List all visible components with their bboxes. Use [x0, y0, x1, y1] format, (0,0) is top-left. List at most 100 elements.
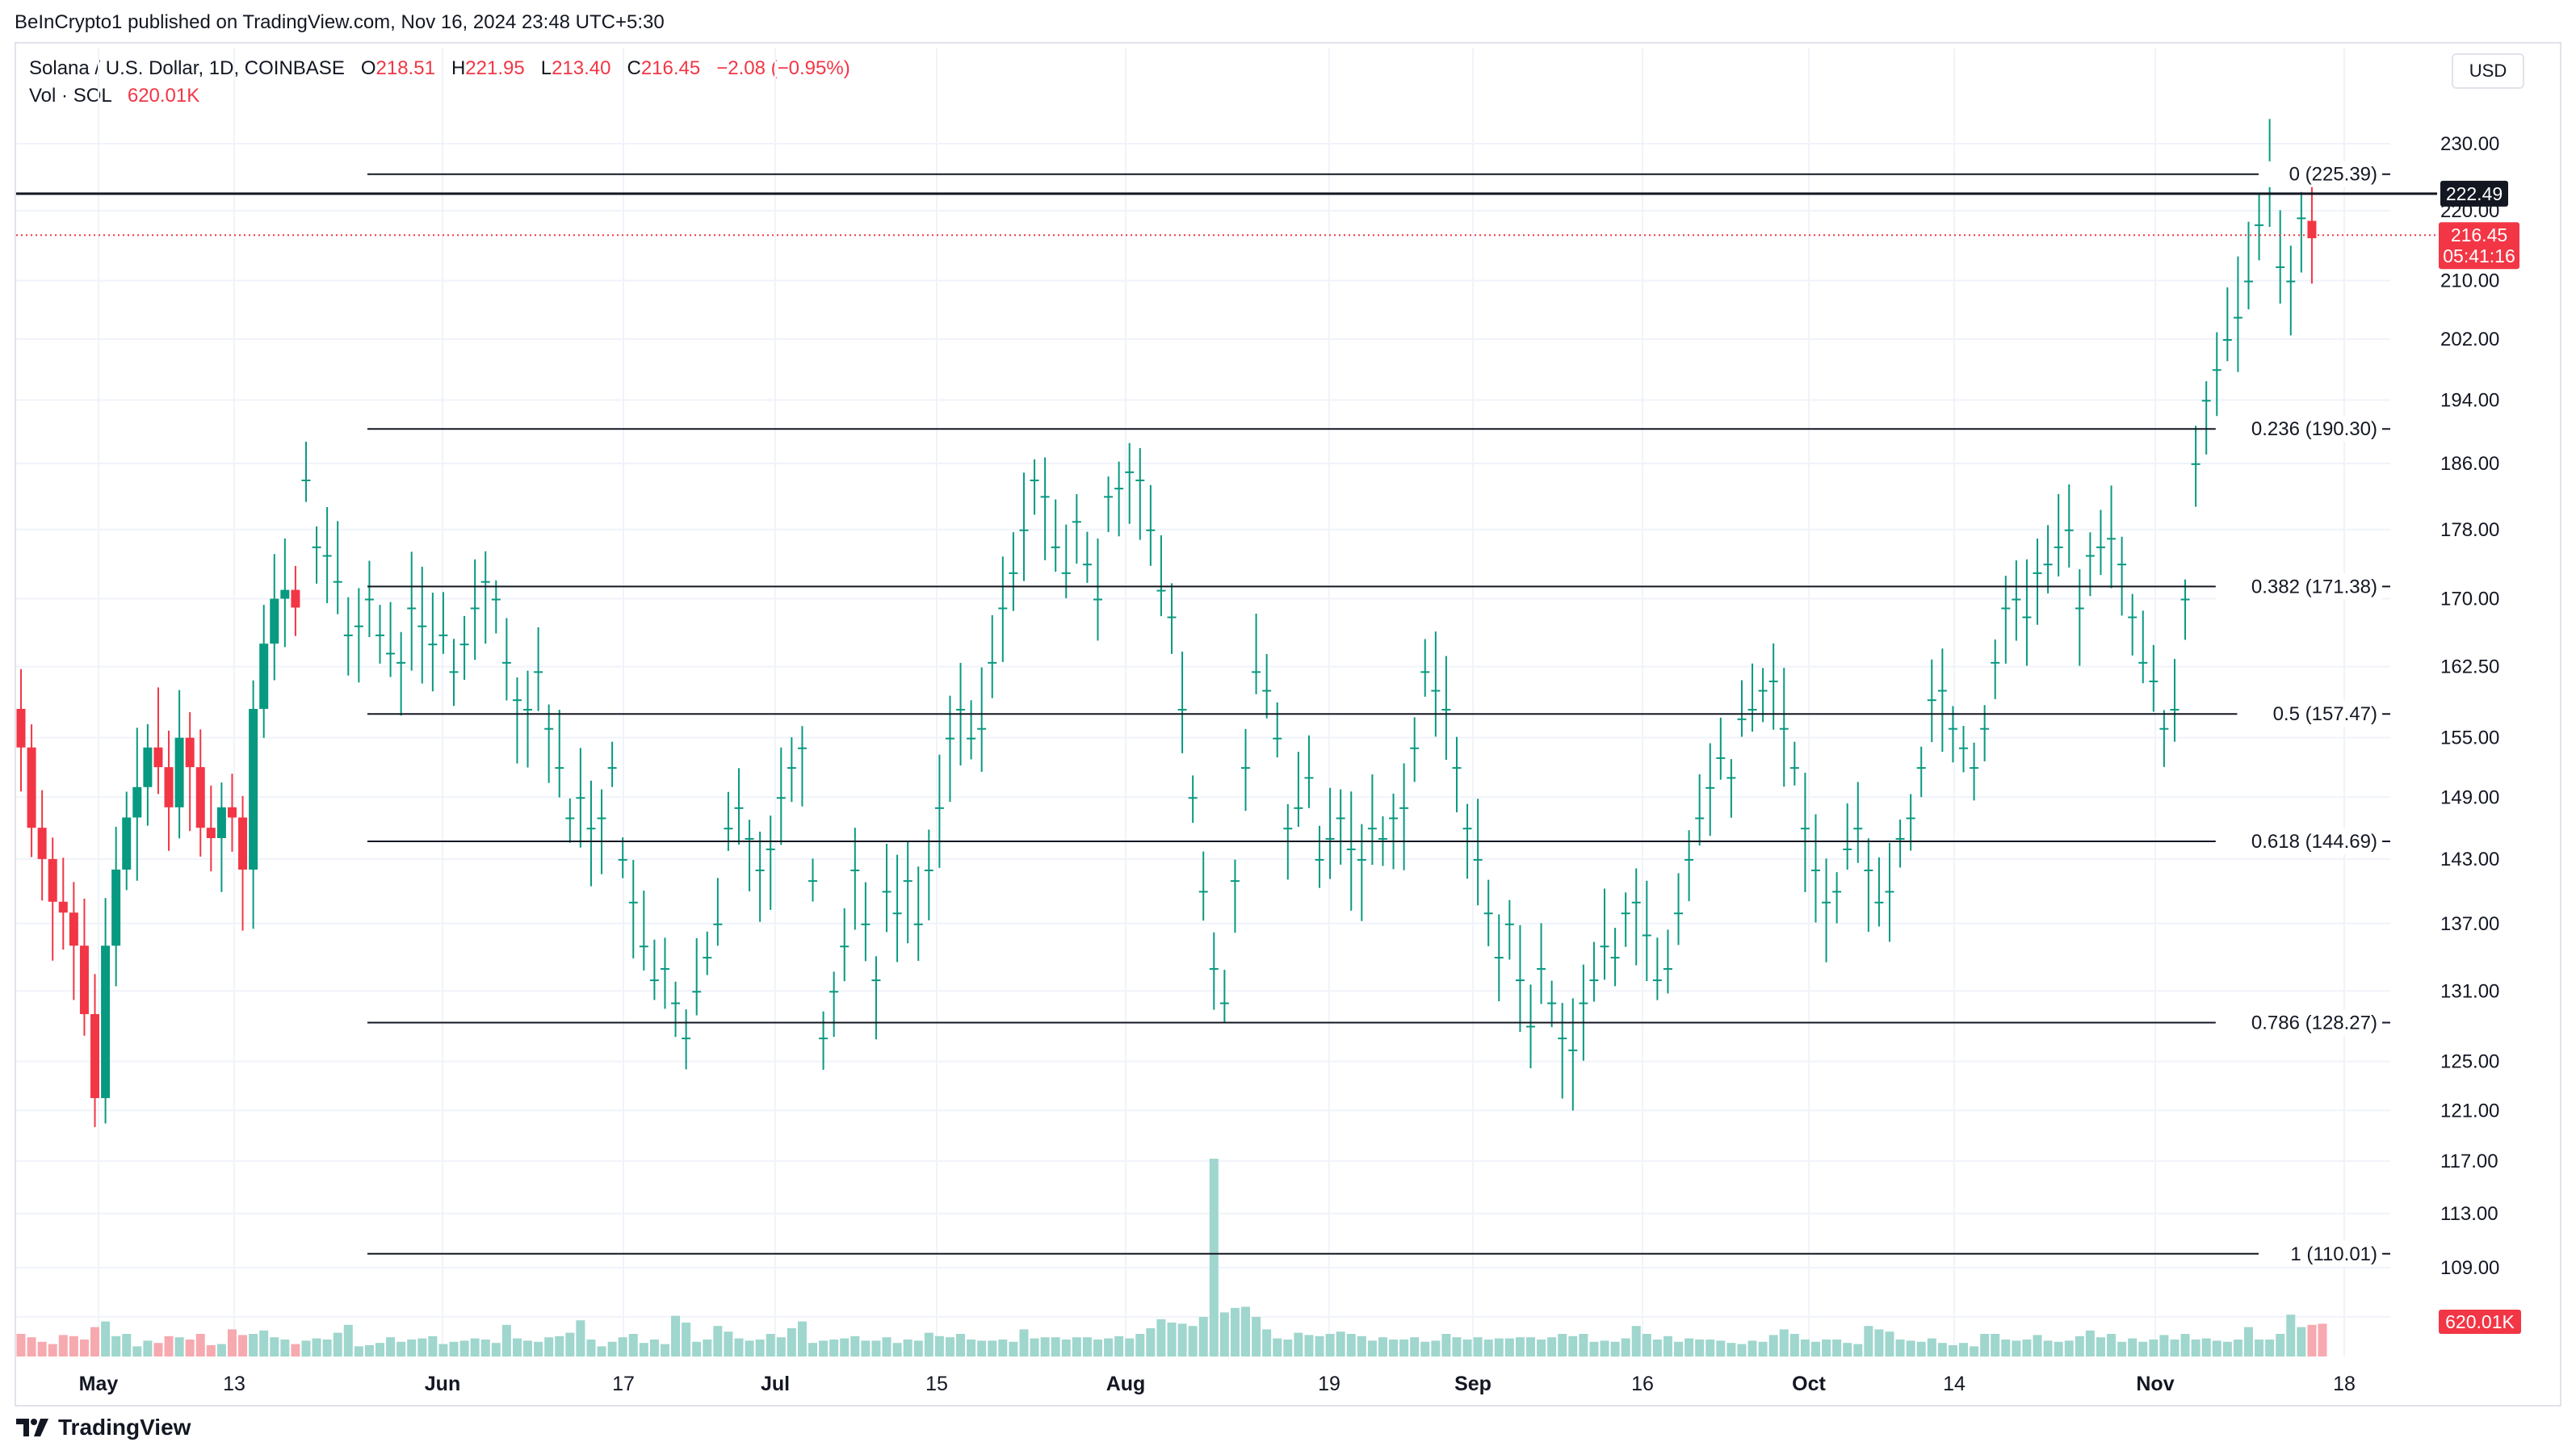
candle-body — [1410, 747, 1420, 749]
volume-bar — [69, 1335, 78, 1356]
fib-level-label: 0 (225.39) — [2289, 164, 2377, 186]
candle-body — [1980, 728, 1990, 730]
candle-body — [195, 767, 205, 828]
time-axis-label: 18 — [2333, 1373, 2356, 1395]
candle-body — [618, 858, 627, 861]
fib-level-label-bg — [2215, 1009, 2382, 1036]
volume-bar — [501, 1324, 511, 1356]
candle-body — [2212, 369, 2221, 371]
candle-body — [1991, 661, 2000, 664]
volume-bar — [977, 1340, 987, 1356]
candle-body — [2022, 616, 2032, 618]
volume-bar — [2307, 1324, 2317, 1356]
volume-bar — [1991, 1334, 2000, 1356]
candle-body — [1916, 767, 1926, 769]
volume-bar — [2318, 1323, 2327, 1356]
price-axis-label: 210.00 — [2440, 270, 2499, 292]
volume-bar — [491, 1343, 501, 1356]
volume-bar — [1452, 1337, 1462, 1356]
candle-body — [1525, 1025, 1535, 1028]
candle-body — [2096, 546, 2105, 548]
volume-bar — [2022, 1340, 2032, 1356]
candle-body — [967, 737, 976, 740]
candle-body — [1114, 488, 1124, 490]
candle-body — [1431, 690, 1441, 692]
volume-bar — [1051, 1337, 1060, 1356]
time-axis-label: Aug — [1106, 1373, 1146, 1395]
volume-bar — [132, 1346, 142, 1356]
volume-bar — [671, 1315, 681, 1356]
volume-bar — [639, 1343, 648, 1356]
candle-body — [998, 607, 1008, 610]
candle-body — [808, 880, 818, 883]
volume-bar — [1304, 1335, 1314, 1356]
tradingview-branding[interactable]: TradingView — [16, 1415, 191, 1440]
candle-body — [69, 912, 78, 946]
open-value: 218.51 — [375, 57, 435, 79]
currency-button[interactable]: USD — [2452, 53, 2524, 89]
volume-bar — [682, 1323, 691, 1356]
candle-body — [1252, 671, 1261, 673]
volume-bar — [249, 1334, 258, 1356]
volume-bar — [1916, 1341, 1926, 1356]
price-axis-label: 202.00 — [2440, 329, 2499, 350]
volume-bar — [1853, 1344, 1863, 1356]
volume-bar — [1779, 1329, 1789, 1356]
candle-body — [1705, 786, 1715, 789]
volume-bar — [1325, 1334, 1335, 1356]
candle-body — [988, 661, 997, 664]
volume-bar — [534, 1341, 543, 1356]
candle-body — [576, 797, 585, 799]
candle-body — [934, 807, 944, 809]
volume-bar — [143, 1340, 153, 1356]
candle-body — [1558, 1038, 1567, 1040]
volume-bar — [1188, 1326, 1198, 1356]
volume-bar — [998, 1340, 1008, 1356]
candle-body — [259, 644, 269, 709]
candle-body — [1737, 718, 1747, 720]
price-axis-label: 143.00 — [2440, 849, 2499, 870]
candle-body — [1357, 858, 1366, 861]
candle-body — [2286, 280, 2296, 283]
candle-body — [1695, 817, 1705, 820]
volume-bar — [1241, 1306, 1251, 1356]
volume-bar — [438, 1344, 448, 1356]
volume-bar — [1705, 1340, 1715, 1356]
price-axis-label: 186.00 — [2440, 453, 2499, 475]
volume-bar — [1959, 1343, 1969, 1356]
candle-body — [79, 946, 89, 1014]
volume-bar — [1093, 1340, 1102, 1356]
candle-body — [1810, 869, 1820, 871]
candle-body — [1663, 968, 1672, 971]
volume-bar — [1367, 1340, 1377, 1356]
candle-body — [2085, 555, 2095, 557]
time-axis-label: May — [79, 1373, 119, 1395]
candle-body — [480, 581, 490, 583]
candle-body — [386, 652, 396, 655]
volume-bar — [1104, 1338, 1114, 1356]
candle-body — [459, 644, 469, 646]
volume-bar — [1357, 1335, 1366, 1356]
volume-bar — [871, 1340, 881, 1356]
symbol-name[interactable]: Solana / U.S. Dollar, 1D, COINBASE — [29, 57, 345, 79]
volume-row: Vol · SOL 620.01K — [29, 82, 850, 110]
volume-bar — [1346, 1334, 1356, 1356]
volume-bar — [1874, 1329, 1884, 1356]
volume-bar — [512, 1338, 522, 1356]
candle-body — [2033, 572, 2042, 574]
low-label: L — [540, 57, 552, 79]
volume-bar — [1600, 1340, 1609, 1356]
volume-bar — [322, 1340, 332, 1356]
price-axis-label: 121.00 — [2440, 1100, 2499, 1122]
candle-body — [1188, 797, 1198, 799]
time-axis-label: 14 — [1943, 1373, 1966, 1395]
volume-bar — [2243, 1327, 2253, 1356]
volume-label[interactable]: Vol · SOL — [29, 85, 111, 107]
candle-body — [1219, 1002, 1229, 1004]
candle-body — [1853, 828, 1863, 830]
candle-body — [1864, 869, 1873, 871]
candle-body — [1283, 828, 1293, 830]
candle-body — [101, 946, 111, 1098]
volume-bar — [2297, 1327, 2306, 1356]
